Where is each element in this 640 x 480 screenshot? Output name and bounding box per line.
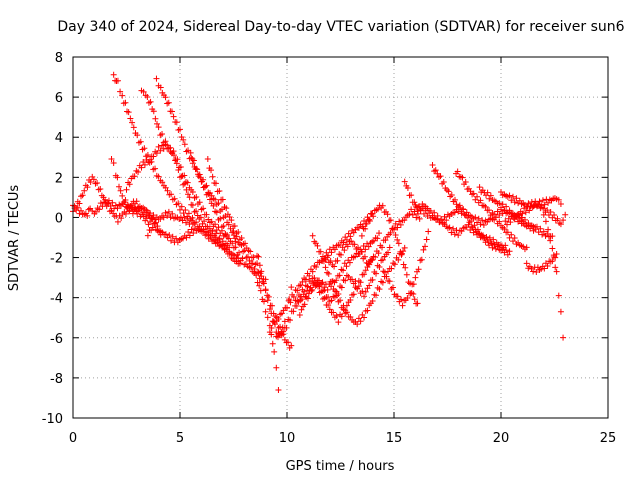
series-trace-19 <box>358 202 421 307</box>
data-point-markers <box>273 230 383 341</box>
series-trace-23 <box>429 162 509 251</box>
data-point-markers <box>429 162 509 251</box>
series-trace-9 <box>187 149 269 285</box>
data-point-markers <box>138 87 231 240</box>
series-trace-3 <box>108 156 164 238</box>
x-tick-label: 25 <box>600 431 617 446</box>
y-tick-label: 2 <box>55 171 63 186</box>
y-tick-label: 6 <box>55 91 63 106</box>
data-point-markers <box>144 220 243 267</box>
series-trace-8 <box>144 220 243 267</box>
data-point-markers <box>296 256 376 326</box>
y-tick-label: -8 <box>50 372 63 387</box>
series-trace-26 <box>498 189 569 228</box>
series-trace-13 <box>266 210 376 332</box>
data-point-markers <box>204 156 295 351</box>
y-tick-label: 0 <box>55 211 63 226</box>
data-point-markers <box>322 206 423 270</box>
series-trace-24 <box>453 168 530 253</box>
series-trace-4 <box>110 71 233 251</box>
data-point-markers <box>153 75 239 245</box>
data-point-markers <box>476 184 556 240</box>
series-trace-29 <box>540 211 567 341</box>
x-tick-label: 15 <box>386 431 403 446</box>
data-points <box>70 71 569 394</box>
data-point-markers <box>358 202 421 307</box>
series-trace-27 <box>502 195 564 228</box>
x-tick-label: 5 <box>176 431 184 446</box>
series-trace-16 <box>296 256 376 326</box>
plot-frame <box>72 56 609 419</box>
data-point-markers <box>108 156 164 238</box>
data-point-markers <box>266 210 376 332</box>
data-point-markers <box>502 195 564 228</box>
series-trace-18 <box>322 206 423 270</box>
data-point-markers <box>70 197 196 228</box>
data-point-markers <box>254 252 295 339</box>
axis-ticks: 0 5 10 15 20 25 -10 -8 -6 -4 -2 0 2 4 6 8 <box>42 51 617 446</box>
y-tick-label: -6 <box>50 332 63 347</box>
data-point-markers <box>380 228 432 309</box>
series-trace-11 <box>230 228 282 394</box>
x-tick-label: 10 <box>279 431 296 446</box>
y-tick-label: -2 <box>50 252 63 267</box>
series-trace-10 <box>204 156 295 351</box>
data-point-markers <box>453 168 530 253</box>
x-axis-label: GPS time / hours <box>286 459 395 474</box>
data-point-markers <box>540 211 567 341</box>
chart-title: Day 340 of 2024, Sidereal Day-to-day VTE… <box>57 19 624 35</box>
series-trace-5 <box>138 87 231 240</box>
x-tick-label: 0 <box>69 431 77 446</box>
series-trace-25 <box>476 184 556 240</box>
data-point-markers <box>230 228 282 394</box>
y-tick-label: 4 <box>55 131 63 146</box>
series-trace-1 <box>70 197 196 228</box>
y-axis-label: SDTVAR / TECUs <box>7 185 22 292</box>
series-trace-12 <box>254 252 295 339</box>
data-point-markers <box>187 149 269 285</box>
data-point-markers <box>498 189 569 228</box>
series-trace-20 <box>380 228 432 309</box>
y-tick-label: 8 <box>55 51 63 66</box>
series-trace-14 <box>273 230 383 341</box>
data-point-markers <box>110 71 233 251</box>
x-tick-label: 20 <box>493 431 510 446</box>
y-tick-label: -10 <box>42 412 63 427</box>
series-trace-6 <box>153 75 239 245</box>
y-tick-label: -4 <box>50 292 63 307</box>
